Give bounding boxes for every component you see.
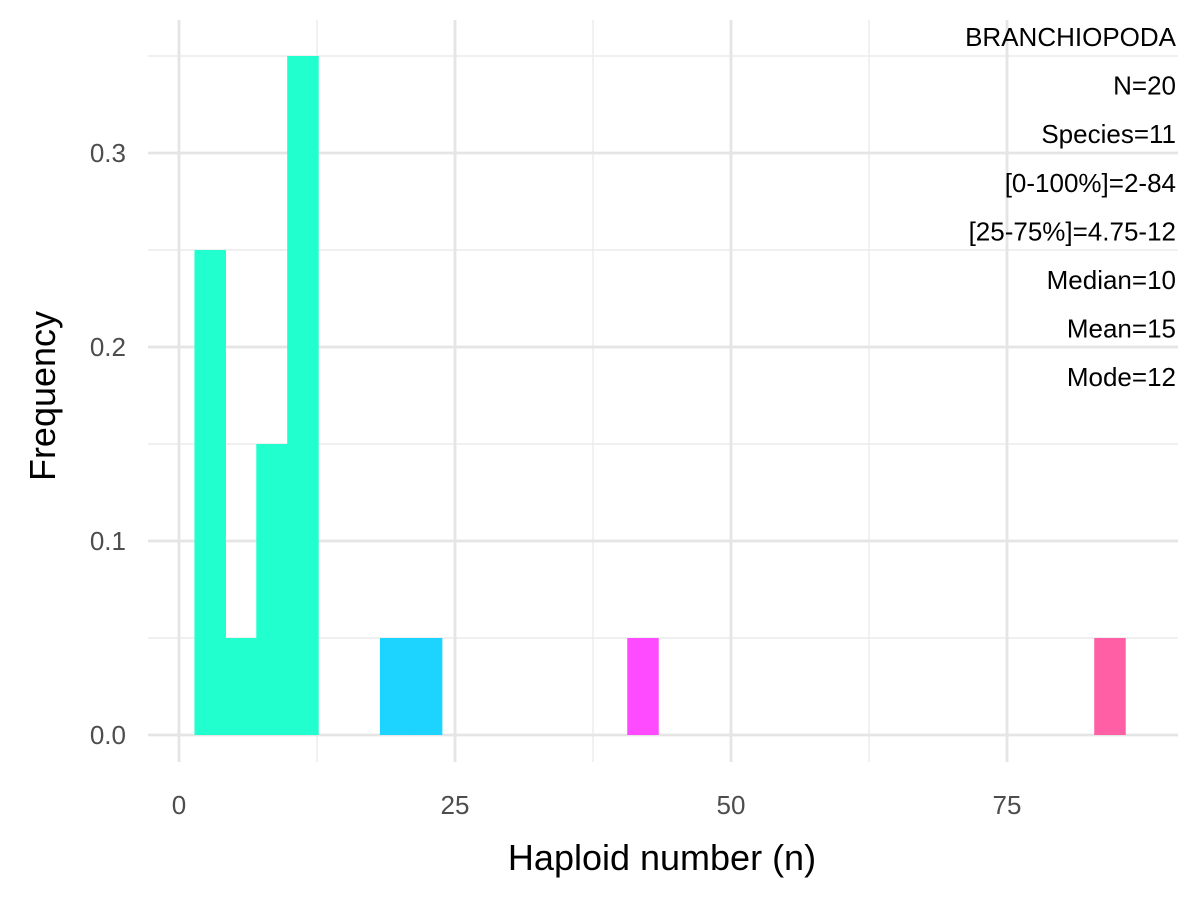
- x-tick-label: 0: [172, 790, 186, 820]
- annotation-line: Mode=12: [1067, 362, 1176, 392]
- x-tick-label: 25: [441, 790, 470, 820]
- annotation-line: [0-100%]=2-84: [1005, 168, 1176, 198]
- annotation-line: [25-75%]=4.75-12: [969, 216, 1176, 246]
- annotation-line: N=20: [1113, 71, 1176, 101]
- y-axis-ticks: 0.0 0.1 0.2 0.3: [90, 138, 126, 750]
- x-tick-label: 50: [717, 790, 746, 820]
- y-axis-title: Frequency: [22, 311, 63, 481]
- y-tick-label: 0.1: [90, 526, 126, 556]
- summary-annotations: BRANCHIOPODA N=20 Species=11 [0-100%]=2-84 […: [965, 22, 1177, 392]
- annotation-line: Mean=15: [1067, 314, 1176, 344]
- x-axis-title: Haploid number (n): [508, 837, 816, 878]
- histogram-bar: [410, 638, 443, 735]
- major-gridlines: [148, 20, 1178, 762]
- histogram-bar: [379, 638, 412, 735]
- minor-gridlines: [148, 20, 1178, 762]
- histogram-bar: [194, 250, 226, 735]
- histogram-bar: [287, 56, 319, 735]
- y-tick-label: 0.3: [90, 138, 126, 168]
- annotation-line: Median=10: [1047, 265, 1176, 295]
- histogram-bar: [256, 444, 288, 735]
- annotation-line: Species=11: [1041, 119, 1176, 149]
- x-axis-ticks: 0 25 50 75: [172, 790, 1022, 820]
- histogram-bar: [225, 638, 257, 735]
- x-tick-label: 75: [993, 790, 1022, 820]
- histogram-bar: [627, 638, 659, 735]
- histogram-bars: [194, 56, 1126, 735]
- y-tick-label: 0.2: [90, 332, 126, 362]
- annotation-line: BRANCHIOPODA: [965, 22, 1177, 52]
- y-tick-label: 0.0: [90, 720, 126, 750]
- histogram-bar: [1094, 638, 1126, 735]
